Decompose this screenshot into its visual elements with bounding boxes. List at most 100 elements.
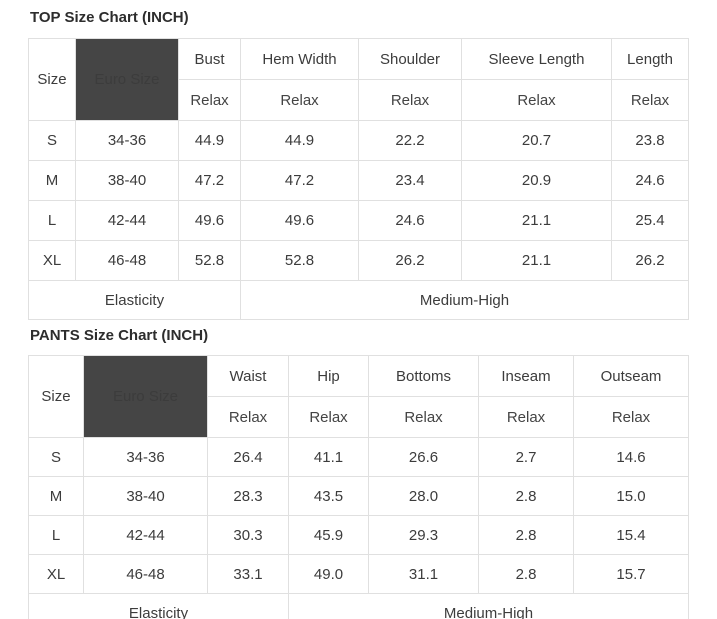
value-cell: 44.9 <box>240 120 359 161</box>
fit-cell: Relax <box>178 79 241 121</box>
top-length-column-header: Length <box>611 38 689 80</box>
euro-size-cell: 46-48 <box>83 554 208 594</box>
value-cell: 25.4 <box>611 200 689 241</box>
top-elasticity-row: Elasticity Medium-High <box>28 280 689 320</box>
top-row-xl: XL 46-48 52.8 52.8 26.2 21.1 26.2 <box>28 240 689 281</box>
pants-row-xl: XL 46-48 33.1 49.0 31.1 2.8 15.7 <box>28 554 689 594</box>
value-cell: 15.7 <box>573 554 689 594</box>
fit-cell: Relax <box>461 79 612 121</box>
value-cell: 45.9 <box>288 515 369 555</box>
top-header-row: Size Euro Size Bust Hem Width Shoulder S… <box>28 38 689 121</box>
fit-cell: Relax <box>358 79 462 121</box>
fit-cell: Relax <box>207 396 289 438</box>
fit-cell: Relax <box>288 396 369 438</box>
top-bust-column-header: Bust <box>178 38 241 80</box>
fit-cell: Relax <box>573 396 689 438</box>
pants-size-column-header: Size <box>28 355 84 438</box>
size-cell: XL <box>28 240 76 281</box>
fit-cell: Relax <box>478 396 574 438</box>
fit-cell: Relax <box>611 79 689 121</box>
value-cell: 14.6 <box>573 437 689 477</box>
value-cell: 23.8 <box>611 120 689 161</box>
value-cell: 43.5 <box>288 476 369 516</box>
pants-elasticity-row: Elasticity Medium-High <box>28 593 689 619</box>
value-cell: 47.2 <box>178 160 241 201</box>
value-cell: 2.8 <box>478 476 574 516</box>
value-cell: 28.0 <box>368 476 479 516</box>
euro-size-cell: 38-40 <box>75 160 179 201</box>
elasticity-label-cell: Elasticity <box>28 280 241 320</box>
elasticity-label-cell: Elasticity <box>28 593 289 619</box>
top-chart-title: TOP Size Chart (INCH) <box>30 9 189 26</box>
value-cell: 52.8 <box>178 240 241 281</box>
value-cell: 26.6 <box>368 437 479 477</box>
pants-hip-column-header: Hip <box>288 355 369 397</box>
value-cell: 24.6 <box>358 200 462 241</box>
size-cell: L <box>28 200 76 241</box>
euro-size-cell: 38-40 <box>83 476 208 516</box>
top-sleeve-length-column-header: Sleeve Length <box>461 38 612 80</box>
top-euro-size-column-header: Euro Size <box>75 38 179 121</box>
fit-cell: Relax <box>240 79 359 121</box>
value-cell: 26.2 <box>358 240 462 281</box>
value-cell: 49.6 <box>240 200 359 241</box>
top-shoulder-column-header: Shoulder <box>358 38 462 80</box>
elasticity-value-cell: Medium-High <box>288 593 689 619</box>
pants-row-s: S 34-36 26.4 41.1 26.6 2.7 14.6 <box>28 437 689 477</box>
value-cell: 44.9 <box>178 120 241 161</box>
value-cell: 20.7 <box>461 120 612 161</box>
value-cell: 30.3 <box>207 515 289 555</box>
value-cell: 15.0 <box>573 476 689 516</box>
pants-header-row: Size Euro Size Waist Hip Bottoms Inseam … <box>28 355 689 438</box>
value-cell: 31.1 <box>368 554 479 594</box>
value-cell: 29.3 <box>368 515 479 555</box>
value-cell: 26.4 <box>207 437 289 477</box>
top-row-s: S 34-36 44.9 44.9 22.2 20.7 23.8 <box>28 120 689 161</box>
euro-size-cell: 34-36 <box>75 120 179 161</box>
value-cell: 20.9 <box>461 160 612 201</box>
value-cell: 28.3 <box>207 476 289 516</box>
size-cell: L <box>28 515 84 555</box>
euro-size-cell: 46-48 <box>75 240 179 281</box>
value-cell: 49.6 <box>178 200 241 241</box>
euro-size-cell: 42-44 <box>75 200 179 241</box>
value-cell: 26.2 <box>611 240 689 281</box>
value-cell: 21.1 <box>461 200 612 241</box>
value-cell: 21.1 <box>461 240 612 281</box>
value-cell: 41.1 <box>288 437 369 477</box>
pants-outseam-column-header: Outseam <box>573 355 689 397</box>
pants-row-m: M 38-40 28.3 43.5 28.0 2.8 15.0 <box>28 476 689 516</box>
size-cell: XL <box>28 554 84 594</box>
value-cell: 24.6 <box>611 160 689 201</box>
size-cell: M <box>28 160 76 201</box>
pants-row-l: L 42-44 30.3 45.9 29.3 2.8 15.4 <box>28 515 689 555</box>
pants-size-table: Size Euro Size Waist Hip Bottoms Inseam … <box>28 355 689 619</box>
value-cell: 23.4 <box>358 160 462 201</box>
top-row-l: L 42-44 49.6 49.6 24.6 21.1 25.4 <box>28 200 689 241</box>
euro-size-cell: 34-36 <box>83 437 208 477</box>
top-fit-row: Relax Relax Relax Relax Relax <box>29 79 689 121</box>
pants-chart-title: PANTS Size Chart (INCH) <box>30 327 209 344</box>
pants-waist-column-header: Waist <box>207 355 289 397</box>
value-cell: 52.8 <box>240 240 359 281</box>
value-cell: 2.7 <box>478 437 574 477</box>
value-cell: 49.0 <box>288 554 369 594</box>
size-cell: S <box>28 120 76 161</box>
value-cell: 2.8 <box>478 554 574 594</box>
top-row-m: M 38-40 47.2 47.2 23.4 20.9 24.6 <box>28 160 689 201</box>
top-size-column-header: Size <box>28 38 76 121</box>
fit-cell: Relax <box>368 396 479 438</box>
value-cell: 15.4 <box>573 515 689 555</box>
top-size-table: Size Euro Size Bust Hem Width Shoulder S… <box>28 38 689 320</box>
value-cell: 33.1 <box>207 554 289 594</box>
pants-fit-row: Relax Relax Relax Relax Relax <box>29 396 689 438</box>
size-cell: M <box>28 476 84 516</box>
value-cell: 22.2 <box>358 120 462 161</box>
euro-size-cell: 42-44 <box>83 515 208 555</box>
size-cell: S <box>28 437 84 477</box>
pants-bottoms-column-header: Bottoms <box>368 355 479 397</box>
value-cell: 2.8 <box>478 515 574 555</box>
pants-inseam-column-header: Inseam <box>478 355 574 397</box>
top-hem-width-column-header: Hem Width <box>240 38 359 80</box>
pants-euro-size-column-header: Euro Size <box>83 355 208 438</box>
